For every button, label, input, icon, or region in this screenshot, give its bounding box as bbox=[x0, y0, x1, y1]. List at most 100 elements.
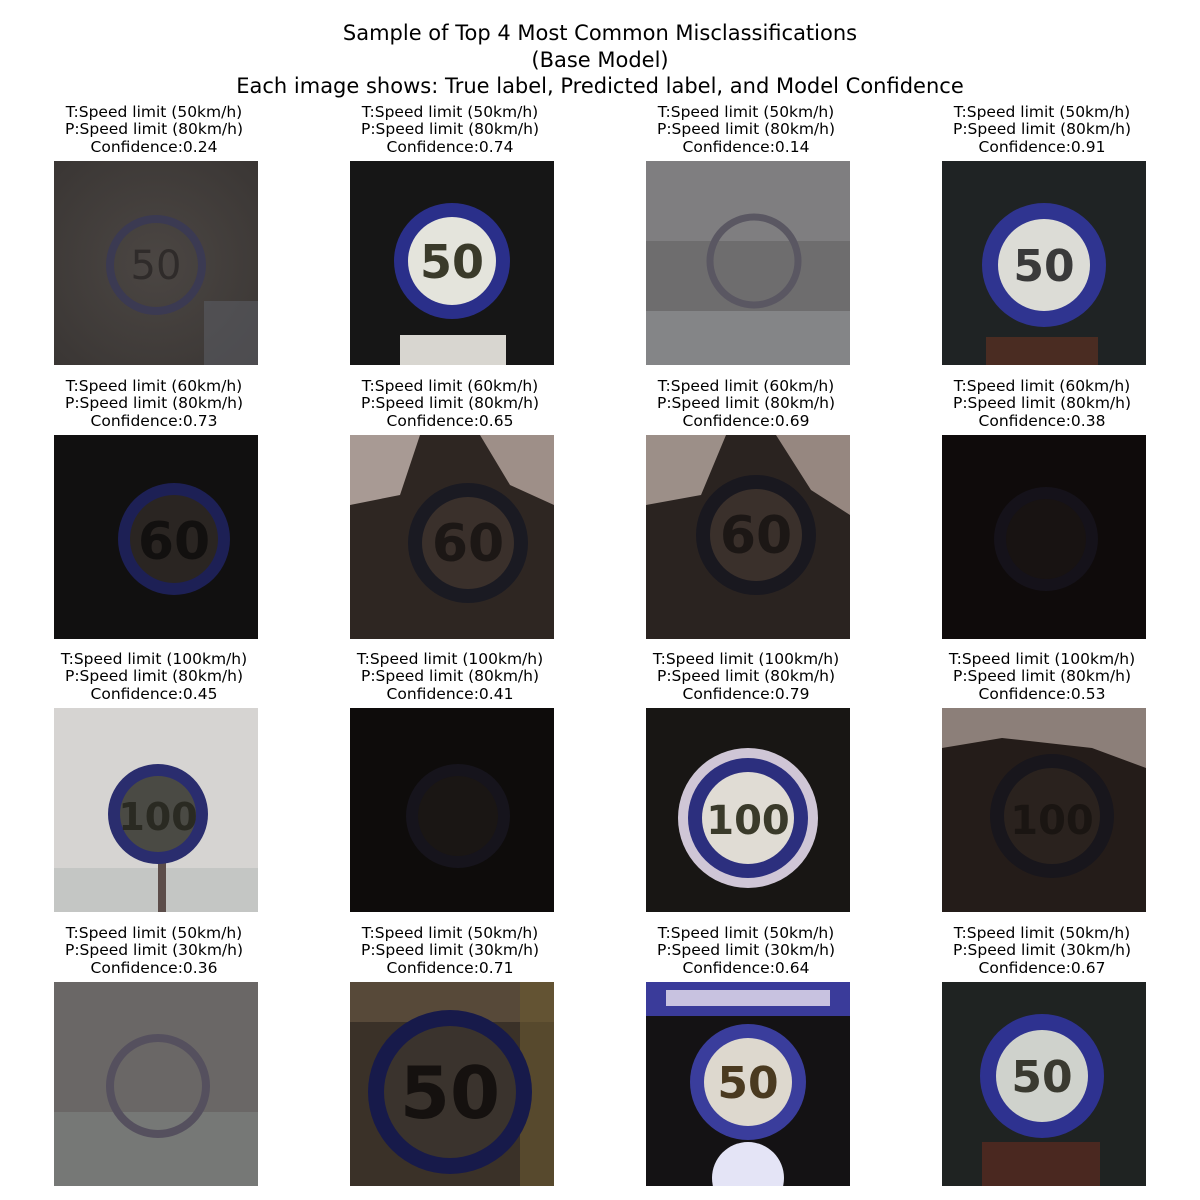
sample-caption: T:Speed limit (60km/h) P:Speed limit (80… bbox=[598, 377, 894, 430]
confidence-label: Confidence:0.14 bbox=[682, 137, 810, 156]
confidence-label: Confidence:0.73 bbox=[90, 411, 218, 430]
true-label: T:Speed limit (50km/h) bbox=[65, 103, 243, 121]
true-label: T:Speed limit (50km/h) bbox=[65, 924, 243, 942]
sign-image-graphic: 60 bbox=[54, 435, 258, 639]
predicted-label: P:Speed limit (80km/h) bbox=[64, 120, 244, 139]
svg-text:50: 50 bbox=[1013, 241, 1074, 292]
sample-caption: T:Speed limit (50km/h) P:Speed limit (30… bbox=[598, 924, 894, 977]
sample-cell-r2-c2: T:Speed limit (100km/h) P:Speed limit (8… bbox=[598, 650, 894, 925]
sign-image: 60 bbox=[350, 435, 554, 639]
sign-image-graphic: 100 bbox=[942, 708, 1146, 912]
sample-cell-r3-c1: T:Speed limit (50km/h) P:Speed limit (30… bbox=[302, 924, 598, 1199]
true-label: T:Speed limit (60km/h) bbox=[953, 377, 1131, 395]
sign-image-graphic: 50 bbox=[646, 982, 850, 1186]
sign-image-graphic: 50 bbox=[942, 161, 1146, 365]
sample-caption: T:Speed limit (50km/h) P:Speed limit (30… bbox=[302, 924, 598, 977]
confidence-label: Confidence:0.38 bbox=[978, 411, 1106, 430]
sign-image: 50 bbox=[942, 161, 1146, 365]
true-label: T:Speed limit (100km/h) bbox=[948, 650, 1136, 668]
sign-image bbox=[646, 161, 850, 365]
confidence-label: Confidence:0.36 bbox=[90, 958, 218, 977]
svg-text:50: 50 bbox=[1011, 1052, 1072, 1103]
sign-image-graphic: 50 bbox=[942, 982, 1146, 1186]
predicted-label: P:Speed limit (80km/h) bbox=[952, 667, 1132, 686]
predicted-label: P:Speed limit (30km/h) bbox=[952, 941, 1132, 960]
predicted-label: P:Speed limit (80km/h) bbox=[656, 394, 836, 413]
sample-cell-r3-c3: T:Speed limit (50km/h) P:Speed limit (30… bbox=[894, 924, 1190, 1199]
sample-caption: T:Speed limit (50km/h) P:Speed limit (30… bbox=[6, 924, 302, 977]
sample-cell-r1-c1: T:Speed limit (60km/h) P:Speed limit (80… bbox=[302, 377, 598, 652]
sign-image-graphic bbox=[54, 982, 258, 1186]
svg-text:50: 50 bbox=[400, 1051, 500, 1135]
sample-cell-r2-c3: T:Speed limit (100km/h) P:Speed limit (8… bbox=[894, 650, 1190, 925]
predicted-label: P:Speed limit (80km/h) bbox=[952, 394, 1132, 413]
predicted-label: P:Speed limit (30km/h) bbox=[360, 941, 540, 960]
svg-text:50: 50 bbox=[131, 243, 182, 289]
confidence-label: Confidence:0.41 bbox=[386, 684, 514, 703]
sign-image: 60 bbox=[54, 435, 258, 639]
sample-caption: T:Speed limit (50km/h) P:Speed limit (80… bbox=[894, 103, 1190, 156]
predicted-label: P:Speed limit (80km/h) bbox=[64, 667, 244, 686]
sign-image-graphic: 60 bbox=[350, 435, 554, 639]
predicted-label: P:Speed limit (80km/h) bbox=[360, 394, 540, 413]
true-label: T:Speed limit (100km/h) bbox=[60, 650, 248, 668]
predicted-label: P:Speed limit (80km/h) bbox=[656, 667, 836, 686]
sample-caption: T:Speed limit (100km/h) P:Speed limit (8… bbox=[598, 650, 894, 703]
figure-title: Sample of Top 4 Most Common Misclassific… bbox=[0, 20, 1200, 100]
sample-caption: T:Speed limit (50km/h) P:Speed limit (30… bbox=[894, 924, 1190, 977]
true-label: T:Speed limit (60km/h) bbox=[361, 377, 539, 395]
sample-cell-r0-c2: T:Speed limit (50km/h) P:Speed limit (80… bbox=[598, 103, 894, 378]
sign-image-graphic: 60 bbox=[646, 435, 850, 639]
true-label: T:Speed limit (100km/h) bbox=[652, 650, 840, 668]
predicted-label: P:Speed limit (80km/h) bbox=[360, 120, 540, 139]
confidence-label: Confidence:0.91 bbox=[978, 137, 1106, 156]
sample-caption: T:Speed limit (50km/h) P:Speed limit (80… bbox=[598, 103, 894, 156]
sign-image: 50 bbox=[350, 161, 554, 365]
sign-image: 100 bbox=[646, 708, 850, 912]
svg-text:50: 50 bbox=[420, 235, 484, 289]
sign-image-graphic: 100 bbox=[646, 708, 850, 912]
confidence-label: Confidence:0.74 bbox=[386, 137, 514, 156]
sample-cell-r1-c0: T:Speed limit (60km/h) P:Speed limit (80… bbox=[6, 377, 302, 652]
sample-cell-r1-c3: T:Speed limit (60km/h) P:Speed limit (80… bbox=[894, 377, 1190, 652]
sign-image-graphic bbox=[942, 435, 1146, 639]
svg-text:100: 100 bbox=[706, 798, 790, 844]
sign-image-graphic bbox=[646, 161, 850, 365]
confidence-label: Confidence:0.69 bbox=[682, 411, 810, 430]
sign-image-graphic: 50 bbox=[350, 982, 554, 1186]
confidence-label: Confidence:0.65 bbox=[386, 411, 514, 430]
sign-image bbox=[350, 708, 554, 912]
predicted-label: P:Speed limit (80km/h) bbox=[360, 667, 540, 686]
true-label: T:Speed limit (50km/h) bbox=[361, 924, 539, 942]
confidence-label: Confidence:0.79 bbox=[682, 684, 810, 703]
sample-caption: T:Speed limit (100km/h) P:Speed limit (8… bbox=[6, 650, 302, 703]
sign-image: 100 bbox=[54, 708, 258, 912]
svg-text:100: 100 bbox=[118, 795, 197, 839]
svg-text:100: 100 bbox=[1010, 798, 1094, 844]
predicted-label: P:Speed limit (80km/h) bbox=[64, 394, 244, 413]
confidence-label: Confidence:0.45 bbox=[90, 684, 218, 703]
confidence-label: Confidence:0.64 bbox=[682, 958, 810, 977]
sample-caption: T:Speed limit (60km/h) P:Speed limit (80… bbox=[894, 377, 1190, 430]
sign-image bbox=[54, 982, 258, 1186]
sample-caption: T:Speed limit (60km/h) P:Speed limit (80… bbox=[6, 377, 302, 430]
predicted-label: P:Speed limit (80km/h) bbox=[952, 120, 1132, 139]
confidence-label: Confidence:0.67 bbox=[978, 958, 1106, 977]
true-label: T:Speed limit (50km/h) bbox=[953, 103, 1131, 121]
true-label: T:Speed limit (50km/h) bbox=[361, 103, 539, 121]
sample-caption: T:Speed limit (50km/h) P:Speed limit (80… bbox=[6, 103, 302, 156]
svg-text:50: 50 bbox=[717, 1058, 778, 1109]
title-line-1: Sample of Top 4 Most Common Misclassific… bbox=[342, 21, 858, 45]
sample-caption: T:Speed limit (60km/h) P:Speed limit (80… bbox=[302, 377, 598, 430]
sign-image: 100 bbox=[942, 708, 1146, 912]
title-line-3: Each image shows: True label, Predicted … bbox=[236, 74, 964, 98]
sample-cell-r0-c1: T:Speed limit (50km/h) P:Speed limit (80… bbox=[302, 103, 598, 378]
sign-image: 50 bbox=[54, 161, 258, 365]
true-label: T:Speed limit (50km/h) bbox=[657, 924, 835, 942]
sample-cell-r0-c3: T:Speed limit (50km/h) P:Speed limit (80… bbox=[894, 103, 1190, 378]
sign-image-graphic: 50 bbox=[54, 161, 258, 365]
sample-caption: T:Speed limit (100km/h) P:Speed limit (8… bbox=[302, 650, 598, 703]
sample-caption: T:Speed limit (50km/h) P:Speed limit (80… bbox=[302, 103, 598, 156]
sample-cell-r1-c2: T:Speed limit (60km/h) P:Speed limit (80… bbox=[598, 377, 894, 652]
title-line-2: (Base Model) bbox=[531, 47, 669, 72]
